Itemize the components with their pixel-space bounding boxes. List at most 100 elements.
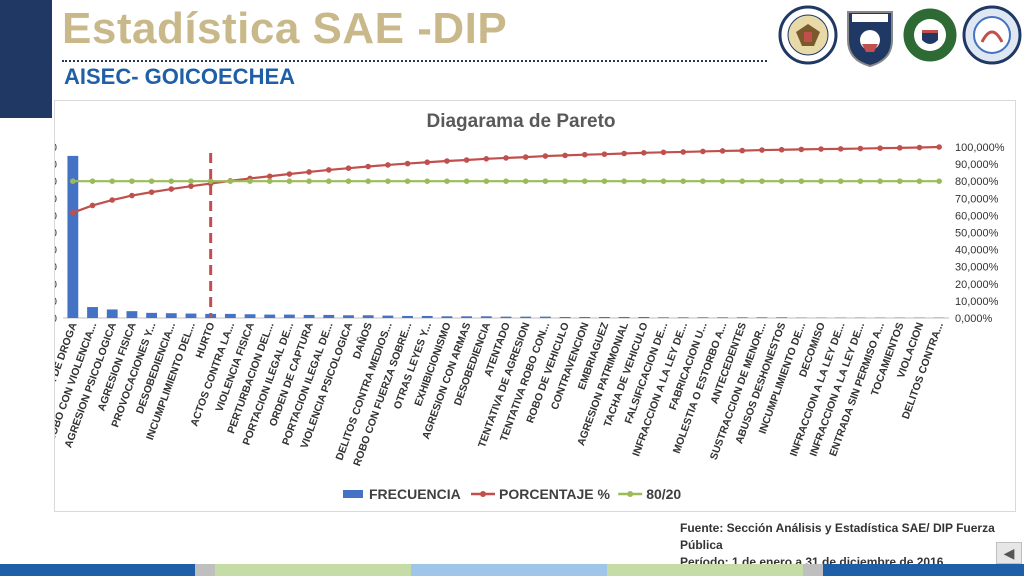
- series-0-point-21: [483, 155, 490, 162]
- series-0-point-35: [759, 147, 765, 153]
- series-0-point-17: [404, 160, 411, 167]
- series-1-point-23: [522, 178, 529, 184]
- bar-15: [362, 315, 374, 318]
- series-1-point-12: [306, 178, 312, 184]
- bar-14: [343, 315, 354, 318]
- series-0-point-5: [168, 186, 175, 192]
- bar-18: [421, 315, 433, 318]
- series-0-point-10: [266, 173, 273, 180]
- series-1-point-21: [483, 178, 490, 184]
- series-1-point-32: [700, 178, 706, 184]
- series-0-point-30: [660, 149, 667, 156]
- bar-32: [697, 317, 709, 318]
- bar-20: [461, 316, 473, 318]
- bar-1: [87, 307, 98, 318]
- series-1-point-17: [404, 178, 411, 184]
- series-1-point-43: [916, 178, 923, 184]
- series-0-point-4: [148, 189, 155, 195]
- series-1-point-16: [385, 178, 391, 184]
- legend-marker-2: [627, 491, 634, 497]
- y-tick-label: 0: [55, 313, 57, 325]
- y-tick-label: 450: [55, 159, 57, 171]
- bar-33: [717, 317, 728, 318]
- series-0-point-26: [581, 151, 588, 158]
- series-1-point-22: [503, 178, 509, 184]
- series-0-point-23: [522, 154, 529, 160]
- y-tick-label: 150: [55, 262, 57, 274]
- series-1-point-13: [326, 178, 332, 184]
- series-0-point-37: [798, 146, 805, 153]
- series-1-point-5: [168, 178, 175, 184]
- series-1-point-4: [148, 178, 155, 184]
- series-0-point-13: [326, 167, 332, 173]
- series-1-point-30: [660, 178, 667, 184]
- series-0-point-41: [877, 145, 883, 151]
- bar-24: [539, 316, 551, 318]
- series-0-point-39: [837, 146, 844, 152]
- series-0-point-20: [463, 157, 470, 163]
- logo-row: [778, 4, 1024, 68]
- legend-swatch-0: [343, 490, 363, 498]
- police-crest-icon: [900, 5, 960, 65]
- series-1-point-36: [778, 178, 785, 184]
- bar-13: [323, 314, 335, 318]
- series-0-point-44: [936, 144, 942, 150]
- series-0-point-22: [503, 155, 509, 161]
- series-0-point-28: [621, 150, 627, 157]
- series-1-point-34: [739, 178, 746, 184]
- series-1-point-18: [424, 178, 431, 184]
- series-1-point-25: [562, 178, 568, 184]
- y2-tick-label: 0,000%: [955, 313, 993, 325]
- y2-tick-label: 70,000%: [955, 193, 999, 205]
- series-0-point-27: [601, 151, 608, 157]
- bar-10: [264, 314, 276, 318]
- series-1-point-39: [837, 178, 844, 184]
- us-embassy-seal-icon: [778, 5, 838, 65]
- series-0-point-14: [345, 165, 352, 172]
- bar-31: [677, 317, 689, 318]
- series-0-point-38: [818, 146, 824, 152]
- bar-36: [776, 317, 788, 318]
- series-0-point-15: [365, 163, 371, 170]
- bar-30: [658, 317, 669, 318]
- chart-title: Diagarama de Pareto: [426, 111, 615, 132]
- series-1-point-10: [266, 178, 273, 184]
- series-1-point-7: [207, 178, 214, 184]
- y2-tick-label: 80,000%: [955, 176, 999, 188]
- aisec-logo-icon: [962, 5, 1022, 65]
- y2-tick-label: 90,000%: [955, 159, 999, 171]
- bar-2: [106, 309, 118, 318]
- series-1-point-1: [89, 178, 96, 184]
- y2-tick-label: 40,000%: [955, 245, 999, 257]
- y-tick-label: 100: [55, 279, 57, 291]
- bar-9: [244, 314, 256, 318]
- series-1-point-37: [798, 178, 805, 184]
- bar-16: [382, 315, 394, 318]
- bar-35: [756, 317, 768, 318]
- legend-label-0: FRECUENCIA: [369, 486, 461, 502]
- series-1-point-0: [70, 178, 76, 184]
- series-1-point-42: [896, 178, 903, 184]
- series-1-point-14: [345, 178, 352, 184]
- pareto-chart: Diagarama de Pareto 0 50 100 150 200 250 300 350…: [54, 100, 1016, 512]
- series-0-point-29: [641, 150, 647, 156]
- series-1-point-6: [188, 178, 194, 184]
- bar-26: [579, 316, 591, 318]
- y2-tick-label: 10,000%: [955, 296, 999, 308]
- legend-marker-1: [480, 491, 486, 497]
- series-1-point-3: [129, 178, 135, 184]
- series-0-point-33: [719, 148, 726, 154]
- y-tick-label: 50: [55, 296, 57, 308]
- bar-25: [559, 316, 571, 318]
- bar-0: [67, 155, 79, 318]
- series-0-point-36: [778, 146, 785, 153]
- bar-3: [126, 311, 138, 318]
- series-0-point-12: [306, 169, 312, 175]
- bar-21: [480, 316, 492, 318]
- bar-27: [599, 316, 610, 318]
- bar-11: [284, 314, 295, 318]
- page-subtitle: AISEC- GOICOECHEA: [64, 64, 296, 89]
- series-0-point-16: [385, 162, 391, 168]
- title-divider: [62, 60, 767, 62]
- back-nav-button[interactable]: ◀: [996, 542, 1022, 564]
